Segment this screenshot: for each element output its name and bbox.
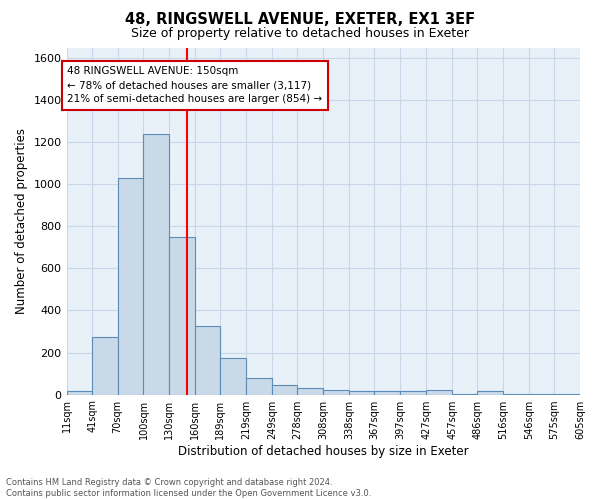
Text: 48, RINGSWELL AVENUE, EXETER, EX1 3EF: 48, RINGSWELL AVENUE, EXETER, EX1 3EF <box>125 12 475 28</box>
Bar <box>400 392 426 394</box>
Bar <box>143 134 169 394</box>
Bar <box>118 178 143 394</box>
Bar <box>169 237 196 394</box>
Bar <box>272 385 298 394</box>
Bar <box>298 388 323 394</box>
Bar <box>349 392 374 394</box>
Bar <box>323 390 349 394</box>
Text: Size of property relative to detached houses in Exeter: Size of property relative to detached ho… <box>131 28 469 40</box>
Bar <box>220 358 247 395</box>
Y-axis label: Number of detached properties: Number of detached properties <box>15 128 28 314</box>
Bar <box>92 336 118 394</box>
Text: 48 RINGSWELL AVENUE: 150sqm
← 78% of detached houses are smaller (3,117)
21% of : 48 RINGSWELL AVENUE: 150sqm ← 78% of det… <box>67 66 323 104</box>
Bar <box>247 378 272 394</box>
Bar <box>374 392 400 394</box>
Bar <box>67 392 92 394</box>
X-axis label: Distribution of detached houses by size in Exeter: Distribution of detached houses by size … <box>178 444 469 458</box>
Bar <box>196 326 220 394</box>
Text: Contains HM Land Registry data © Crown copyright and database right 2024.
Contai: Contains HM Land Registry data © Crown c… <box>6 478 371 498</box>
Bar <box>477 392 503 394</box>
Bar <box>426 390 452 394</box>
